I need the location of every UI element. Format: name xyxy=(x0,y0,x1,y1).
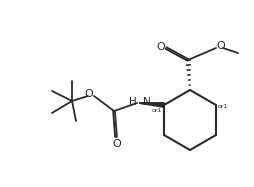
Text: O: O xyxy=(84,89,93,99)
Text: N: N xyxy=(142,97,150,107)
Text: H: H xyxy=(129,97,136,107)
Text: or1: or1 xyxy=(217,104,228,109)
Text: O: O xyxy=(156,42,165,52)
Text: or1: or1 xyxy=(151,108,161,113)
Text: O: O xyxy=(112,139,121,149)
Polygon shape xyxy=(139,103,163,105)
Polygon shape xyxy=(139,103,164,107)
Text: O: O xyxy=(216,41,225,51)
